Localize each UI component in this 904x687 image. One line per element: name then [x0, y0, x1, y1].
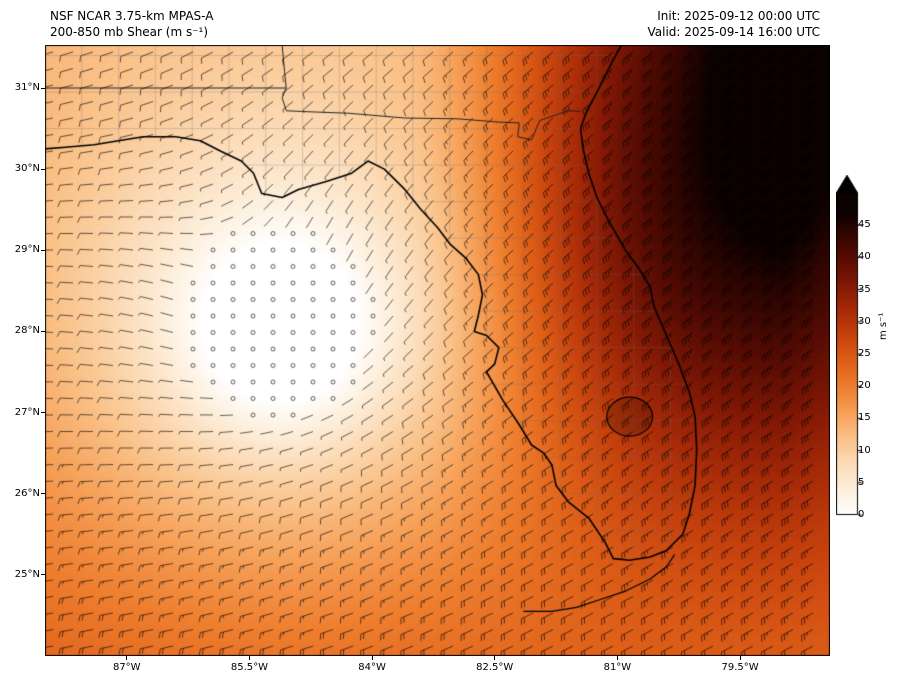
colorbar-tick-label: 15: [858, 412, 871, 424]
lon-tick-label: 82.5°W: [476, 662, 514, 673]
valid-time: Valid: 2025-09-14 16:00 UTC: [647, 25, 820, 39]
lon-tick-label: 85.5°W: [230, 662, 268, 673]
lat-tick-mark: [41, 412, 45, 414]
lon-tick-mark: [248, 656, 250, 660]
map-plot-area: [45, 45, 830, 656]
lat-tick-mark: [41, 574, 45, 576]
lon-tick-mark: [126, 656, 128, 660]
colorbar-tick-label: 0: [858, 509, 865, 520]
lon-tick-mark: [494, 656, 496, 660]
lat-tick-label: 25°N: [14, 568, 40, 580]
lat-tick-mark: [41, 168, 45, 170]
colorbar-tick-label: 25: [858, 348, 871, 359]
lon-tick-mark: [371, 656, 373, 660]
colorbar-tick-label: 5: [858, 476, 865, 488]
colorbar: [836, 175, 864, 520]
model-title: NSF NCAR 3.75-km MPAS-A: [50, 9, 214, 23]
lon-tick-label: 84°W: [358, 662, 386, 673]
lat-tick-mark: [41, 249, 45, 251]
lon-tick-label: 79.5°W: [721, 662, 759, 673]
colorbar-units-label: m s⁻¹: [878, 312, 889, 340]
lat-tick-label: 27°N: [14, 406, 40, 418]
colorbar-tick-label: 45: [858, 219, 871, 231]
lon-tick-label: 87°W: [112, 662, 141, 673]
lat-tick-mark: [41, 87, 45, 89]
init-time: Init: 2025-09-12 00:00 UTC: [657, 9, 820, 23]
lat-tick-label: 31°N: [14, 82, 40, 93]
colorbar-tick-label: 30: [858, 315, 871, 327]
colorbar-tick-label: 35: [858, 283, 871, 295]
lat-tick-label: 30°N: [14, 163, 40, 175]
lat-tick-label: 29°N: [14, 244, 40, 256]
lon-tick-label: 81°W: [603, 662, 632, 673]
lat-tick-label: 26°N: [14, 487, 40, 499]
lon-tick-mark: [616, 656, 618, 660]
lat-tick-mark: [41, 493, 45, 495]
lon-tick-mark: [739, 656, 741, 660]
shear-map-canvas: [45, 45, 830, 656]
colorbar-tick-label: 40: [858, 251, 871, 263]
lat-tick-mark: [41, 330, 45, 332]
colorbar-tick-label: 10: [858, 444, 871, 456]
lat-tick-label: 28°N: [14, 325, 40, 337]
colorbar-tick-label: 20: [858, 380, 871, 392]
field-title: 200-850 mb Shear (m s⁻¹): [50, 25, 209, 39]
